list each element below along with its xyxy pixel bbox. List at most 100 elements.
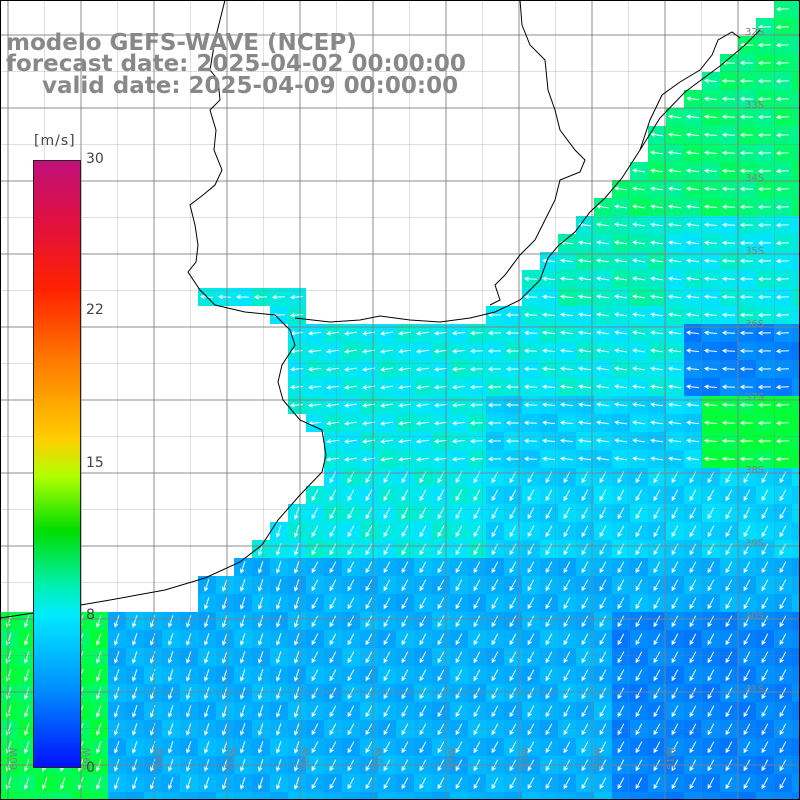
wind-arrow [293, 579, 300, 592]
wind-arrow [596, 276, 609, 281]
wind-arrow [311, 615, 319, 628]
wind-arrow [325, 366, 340, 372]
wind-cell [792, 540, 800, 558]
wind-arrow [293, 615, 300, 628]
wind-arrow [455, 651, 463, 664]
wind-arrow [650, 186, 663, 191]
wind-arrow [113, 777, 120, 790]
wind-arrow [757, 438, 772, 444]
wind-arrow [491, 777, 499, 790]
wind-arrow [289, 366, 304, 372]
wind-arrow [365, 525, 373, 538]
wind-arrow [596, 402, 609, 407]
model-title: modelo GEFS-WAVE (NCEP) [6, 30, 357, 56]
wind-arrow [757, 258, 772, 264]
wind-arrow [707, 579, 715, 592]
wind-arrow [131, 669, 138, 682]
wind-arrow [344, 331, 357, 336]
wind-arrow [563, 489, 571, 502]
wind-arrow [707, 705, 715, 718]
wind-arrow [721, 114, 736, 120]
wind-arrow [775, 96, 790, 102]
wind-arrow [415, 420, 430, 426]
wind-cell [432, 792, 450, 800]
wind-arrow [365, 687, 373, 700]
wind-arrow [523, 348, 538, 354]
wind-cell [792, 36, 800, 54]
wind-arrow [491, 615, 499, 628]
wind-arrow [455, 489, 463, 502]
wind-arrow [757, 276, 772, 282]
wind-arrow [599, 687, 607, 700]
wind-arrow [527, 687, 535, 700]
wind-arrow [347, 525, 355, 538]
wind-arrow [293, 633, 300, 646]
wind-arrow [455, 777, 463, 790]
wind-arrow [365, 777, 373, 790]
wind-arrow [221, 777, 228, 790]
wind-arrow [473, 615, 481, 628]
wind-arrow [743, 633, 751, 646]
wind-arrow [689, 651, 697, 664]
wind-arrow [653, 561, 661, 574]
wind-arrow [581, 525, 589, 538]
wind-arrow [614, 312, 627, 317]
wind-arrow [685, 150, 700, 156]
wind-arrow [167, 741, 174, 754]
wind-arrow [329, 489, 337, 502]
wind-arrow [415, 402, 430, 408]
wind-arrow [113, 705, 120, 718]
wind-arrow [491, 543, 499, 556]
wind-cell [234, 792, 252, 800]
colorbar-tick: 30 [86, 151, 104, 167]
lat-label: 33S [745, 100, 764, 111]
wind-arrow [347, 489, 355, 502]
wind-arrow [739, 186, 754, 192]
wind-arrow [577, 276, 592, 282]
wind-arrow [487, 438, 502, 444]
wind-arrow [23, 687, 30, 700]
wind-cell [594, 792, 612, 800]
wind-arrow [671, 669, 679, 682]
wind-arrow [721, 366, 736, 372]
wind-arrow [703, 150, 718, 156]
wind-arrow [725, 579, 733, 592]
wind-arrow [401, 543, 409, 556]
wind-arrow [95, 741, 102, 754]
wind-arrow [545, 741, 553, 754]
wind-cell [630, 792, 648, 800]
wind-arrow [383, 525, 391, 538]
wind-arrow [632, 420, 645, 425]
wind-arrow [419, 633, 427, 646]
wind-arrow [617, 525, 625, 538]
wind-arrow [685, 312, 700, 318]
wind-arrow [779, 633, 787, 646]
wind-arrow [779, 561, 787, 574]
wind-arrow [685, 384, 700, 390]
wind-arrow [596, 366, 609, 371]
wind-cell [792, 702, 800, 720]
wind-arrow [743, 543, 751, 556]
wind-arrow [509, 561, 517, 574]
wind-arrow [473, 561, 481, 574]
wind-arrow [685, 438, 700, 444]
wind-arrow [289, 402, 304, 408]
wind-arrow [383, 687, 391, 700]
wind-arrow [469, 366, 484, 372]
wind-arrow [671, 777, 679, 790]
wind-arrow [419, 525, 427, 538]
wind-arrow [685, 222, 700, 228]
wind-arrow [689, 633, 697, 646]
wind-arrow [505, 402, 520, 408]
wind-arrow [563, 633, 571, 646]
wind-arrow [743, 723, 751, 736]
wind-arrow [541, 384, 556, 390]
wind-arrow [401, 597, 409, 610]
wind-arrow [563, 525, 571, 538]
wind-arrow [650, 258, 663, 263]
wind-arrow [455, 723, 463, 736]
wind-arrow [239, 687, 246, 700]
wind-arrow [491, 705, 499, 718]
lat-label: 35S [745, 246, 764, 257]
